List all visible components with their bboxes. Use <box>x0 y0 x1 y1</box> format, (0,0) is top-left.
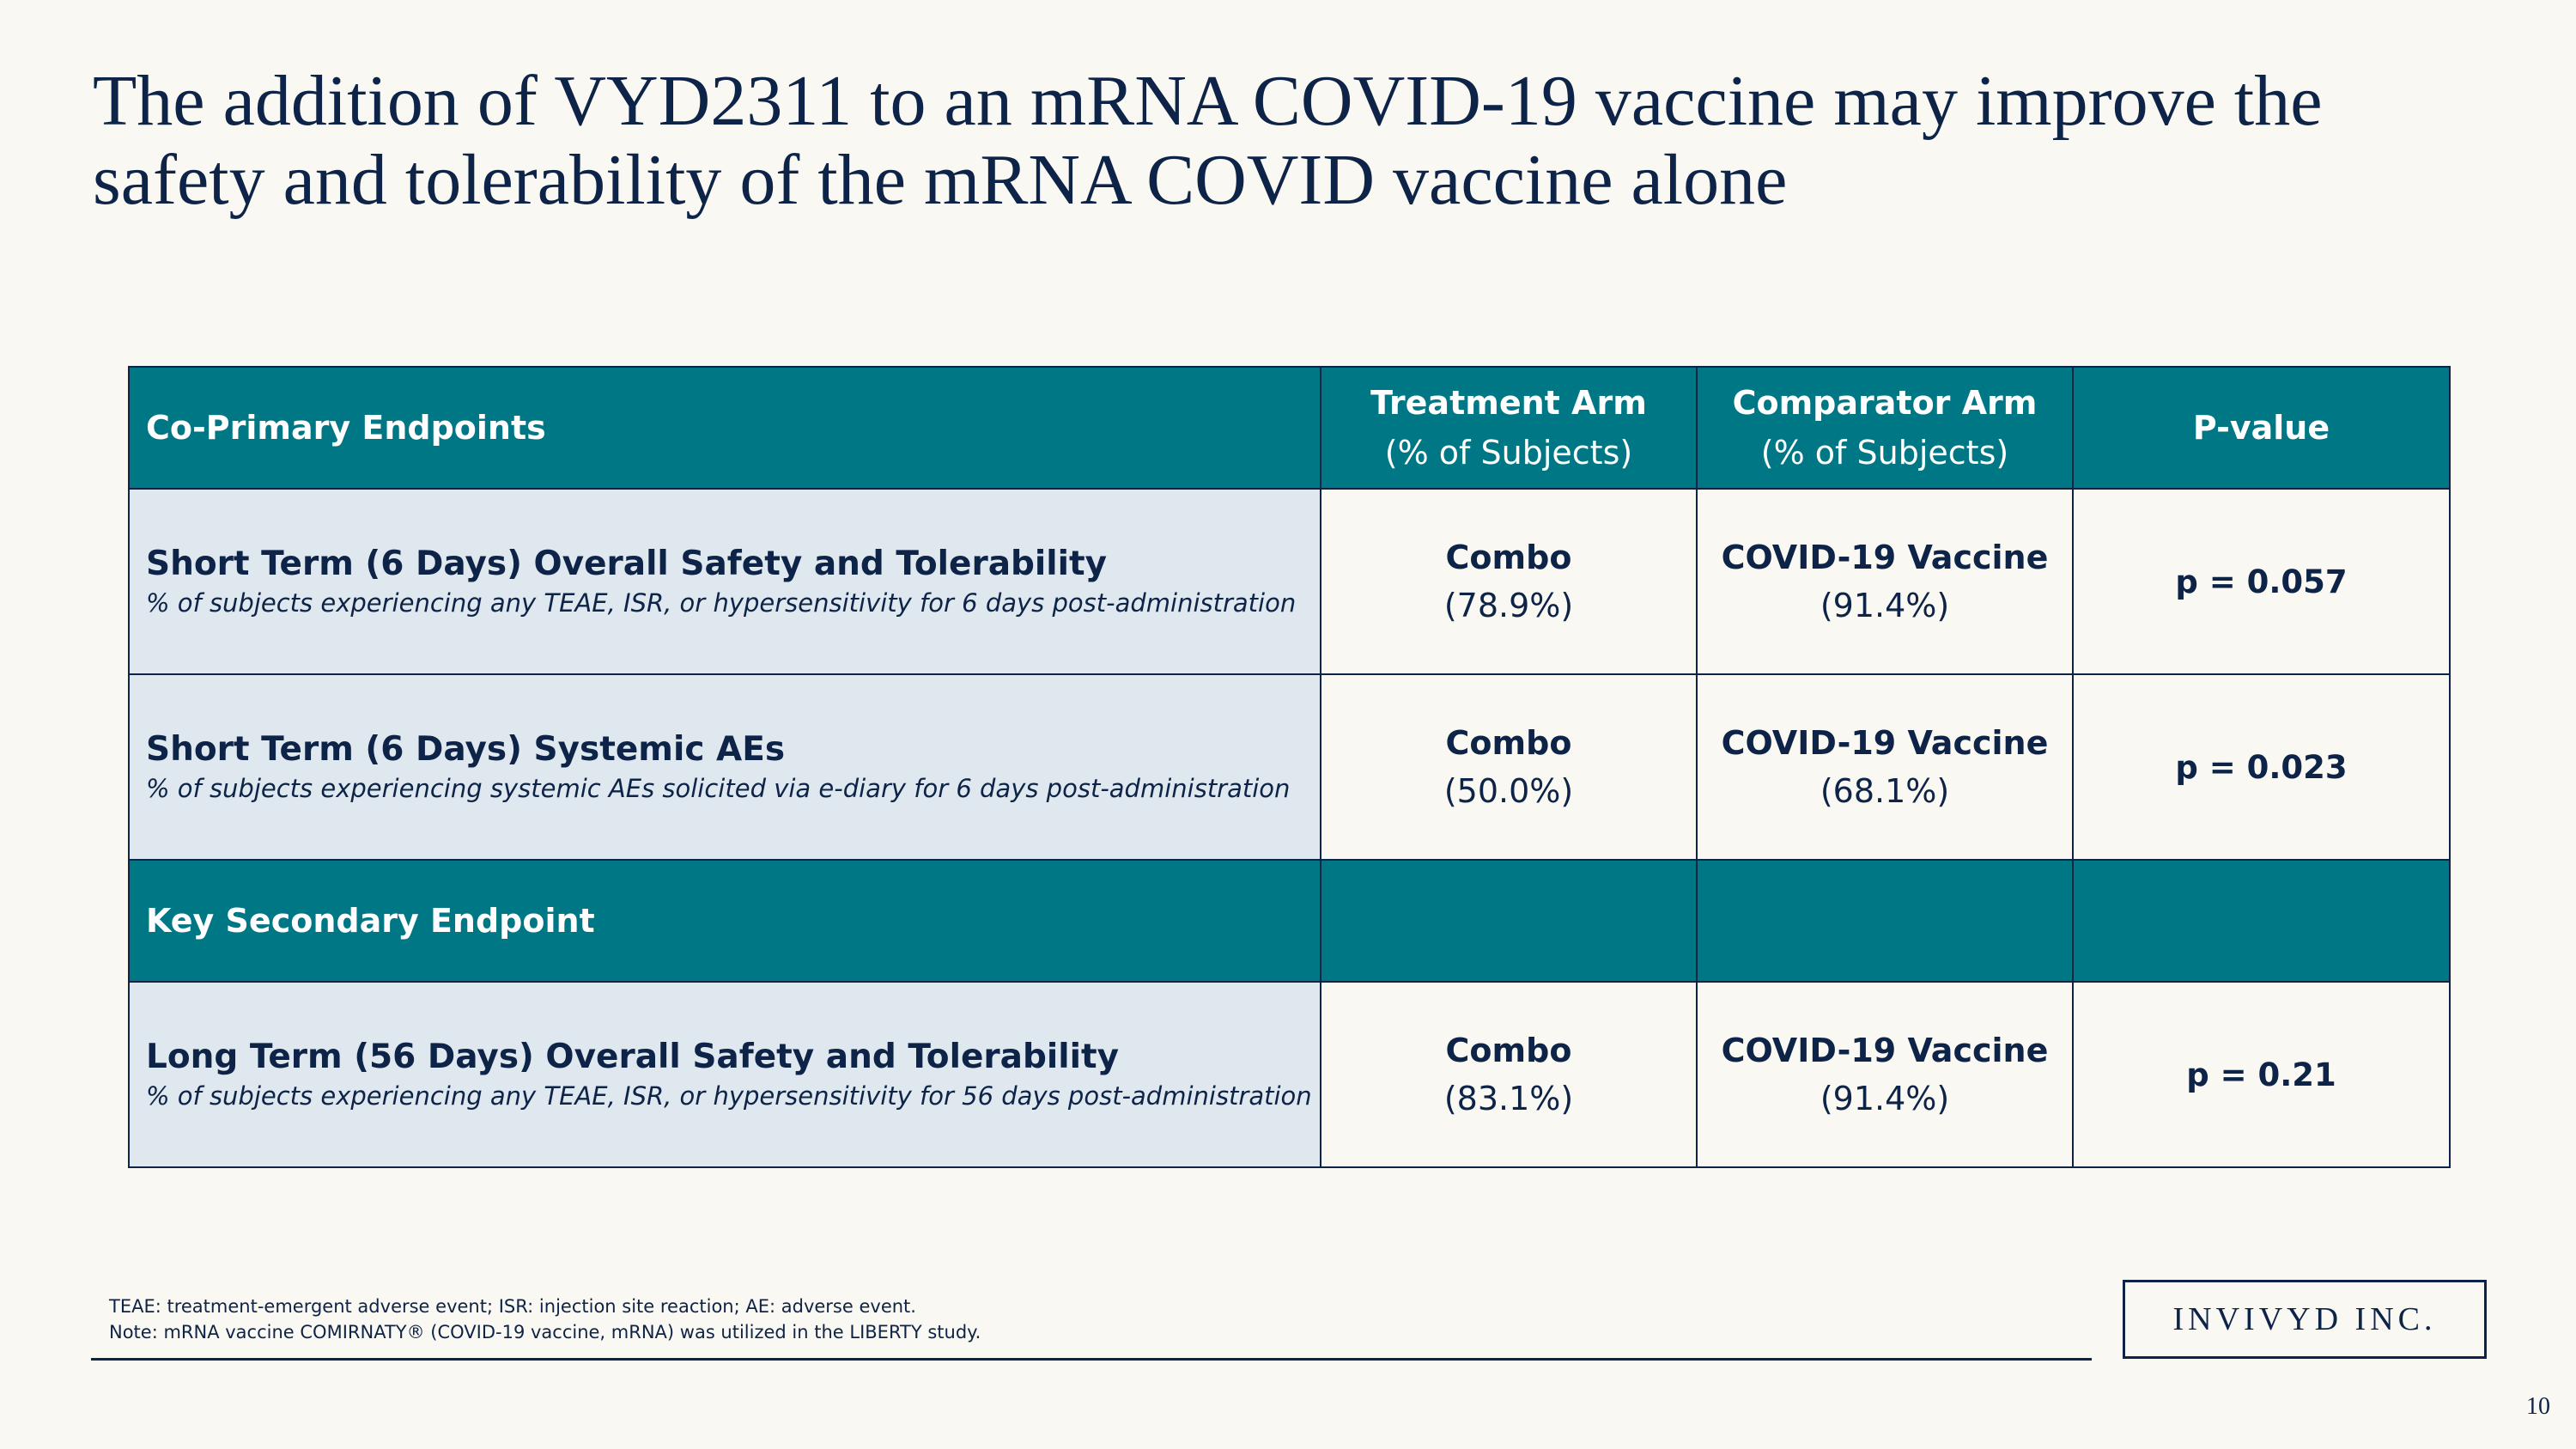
table-header-row: Co-Primary Endpoints Treatment Arm (% of… <box>128 366 2451 490</box>
slide-title: The addition of VYD2311 to an mRNA COVID… <box>93 61 2323 220</box>
pvalue-cell: p = 0.057 <box>2072 488 2451 675</box>
treatment-name: Combo <box>1445 1032 1572 1069</box>
comparator-name: COVID-19 Vaccine <box>1721 539 2049 576</box>
header-treatment-sub: (% of Subjects) <box>1384 434 1633 472</box>
endpoint-desc: % of subjects experiencing any TEAE, ISR… <box>146 1081 1312 1111</box>
endpoint-desc: % of subjects experiencing any TEAE, ISR… <box>146 588 1297 618</box>
company-logo: INVIVYD INC. <box>2123 1280 2487 1359</box>
header-comparator-title: Comparator Arm <box>1732 384 2038 422</box>
pvalue: p = 0.21 <box>2186 1056 2336 1093</box>
secondary-endpoint-label: Key Secondary Endpoint <box>146 902 595 940</box>
secondary-empty-cell <box>1696 859 2074 983</box>
comparator-cell: COVID-19 Vaccine (91.4%) <box>1696 981 2074 1168</box>
secondary-empty-cell <box>1320 859 1698 983</box>
secondary-endpoint-cell: Key Secondary Endpoint <box>128 859 1321 983</box>
endpoint-title: Long Term (56 Days) Overall Safety and T… <box>146 1038 1120 1076</box>
endpoint-cell: Long Term (56 Days) Overall Safety and T… <box>128 981 1321 1168</box>
header-endpoint-cell: Co-Primary Endpoints <box>128 366 1321 490</box>
header-comparator-cell: Comparator Arm (% of Subjects) <box>1696 366 2074 490</box>
treatment-pct: (50.0%) <box>1443 772 1574 810</box>
header-treatment-cell: Treatment Arm (% of Subjects) <box>1320 366 1698 490</box>
header-pvalue-cell: P-value <box>2072 366 2451 490</box>
pvalue: p = 0.057 <box>2175 563 2348 600</box>
footer-divider <box>91 1358 2092 1361</box>
comparator-name: COVID-19 Vaccine <box>1721 1032 2049 1069</box>
endpoints-table: Co-Primary Endpoints Treatment Arm (% of… <box>128 366 2451 1168</box>
treatment-pct: (83.1%) <box>1443 1080 1574 1117</box>
endpoint-desc: % of subjects experiencing systemic AEs … <box>146 774 1291 803</box>
treatment-cell: Combo (50.0%) <box>1320 673 1698 861</box>
comparator-cell: COVID-19 Vaccine (91.4%) <box>1696 488 2074 675</box>
comparator-pct: (91.4%) <box>1820 587 1950 624</box>
table-row: Short Term (6 Days) Overall Safety and T… <box>128 488 2451 675</box>
secondary-header-row: Key Secondary Endpoint <box>128 859 2451 983</box>
comparator-cell: COVID-19 Vaccine (68.1%) <box>1696 673 2074 861</box>
endpoint-cell: Short Term (6 Days) Overall Safety and T… <box>128 488 1321 675</box>
table-row: Long Term (56 Days) Overall Safety and T… <box>128 981 2451 1168</box>
comparator-name: COVID-19 Vaccine <box>1721 724 2049 762</box>
header-comparator-sub: (% of Subjects) <box>1760 434 2009 472</box>
footnote-note: Note: mRNA vaccine COMIRNATY® (COVID-19 … <box>109 1322 981 1342</box>
header-pvalue-title: P-value <box>2192 409 2330 447</box>
treatment-pct: (78.9%) <box>1443 587 1574 624</box>
secondary-empty-cell <box>2072 859 2451 983</box>
endpoint-title: Short Term (6 Days) Systemic AEs <box>146 730 786 769</box>
comparator-pct: (68.1%) <box>1820 772 1950 810</box>
pvalue-cell: p = 0.21 <box>2072 981 2451 1168</box>
header-treatment-title: Treatment Arm <box>1370 384 1647 422</box>
table-row: Short Term (6 Days) Systemic AEs % of su… <box>128 673 2451 861</box>
treatment-cell: Combo (78.9%) <box>1320 488 1698 675</box>
pvalue: p = 0.023 <box>2175 748 2348 786</box>
logo-text: INVIVYD INC. <box>2172 1301 2437 1337</box>
treatment-name: Combo <box>1445 724 1572 762</box>
endpoint-title: Short Term (6 Days) Overall Safety and T… <box>146 545 1108 583</box>
pvalue-cell: p = 0.023 <box>2072 673 2451 861</box>
footnote-abbreviations: TEAE: treatment-emergent adverse event; … <box>109 1296 916 1317</box>
comparator-pct: (91.4%) <box>1820 1080 1950 1117</box>
page-number: 10 <box>2526 1393 2550 1420</box>
header-endpoint-label: Co-Primary Endpoints <box>146 409 546 447</box>
endpoint-cell: Short Term (6 Days) Systemic AEs % of su… <box>128 673 1321 861</box>
treatment-name: Combo <box>1445 539 1572 576</box>
treatment-cell: Combo (83.1%) <box>1320 981 1698 1168</box>
footnotes: TEAE: treatment-emergent adverse event; … <box>109 1294 981 1345</box>
